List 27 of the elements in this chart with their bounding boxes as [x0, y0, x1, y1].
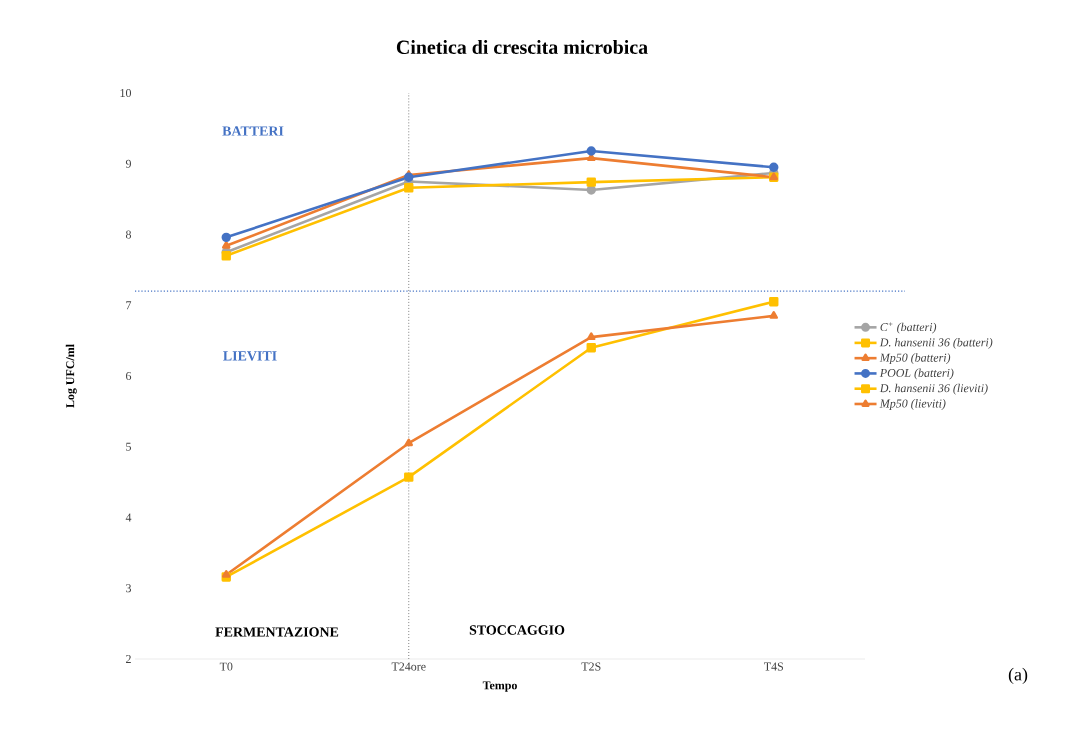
x-tick-label: T0 — [219, 662, 233, 671]
annotation: BATTERI — [222, 126, 284, 136]
y-tick-label: 4 — [125, 513, 132, 522]
annotation: FERMENTAZIONE — [215, 627, 339, 637]
y-tick-label: 8 — [125, 230, 132, 239]
y-tick-label: 5 — [126, 442, 132, 451]
legend-label: Mp50 (lieviti) — [879, 399, 946, 410]
text: (a) — [1008, 667, 1028, 685]
chart-title: Cinetica di crescita microbica — [396, 39, 648, 54]
x-tick-label: T4S — [764, 662, 783, 671]
y-tick-label: 9 — [125, 159, 131, 168]
legend-label: POOL (batteri) — [879, 368, 954, 380]
y-tick-label: 3 — [126, 584, 132, 593]
legend-label: Mp50 (batteri) — [879, 353, 951, 365]
y-tick-label: 10 — [120, 88, 132, 98]
y-tick-label: 2 — [126, 655, 131, 663]
annotation: STOCCAGGIO — [469, 625, 565, 635]
x-tick-label: T2S — [581, 662, 601, 671]
annotation: LIEVITI — [223, 351, 277, 361]
legend-label: C$^{+}$ (batteri) — [880, 322, 937, 334]
legend-label: D. hansenii 36 (batteri) — [879, 337, 993, 349]
y-axis-title: Log UFC/ml — [65, 344, 77, 408]
y-tick-label: 7 — [126, 301, 132, 310]
x-tick-label: T24ore — [391, 662, 426, 671]
x-axis-title: Tempo — [482, 681, 517, 692]
legend-label: D. hansenii 36 (lieviti) — [879, 383, 988, 395]
y-tick-label: 6 — [126, 371, 132, 381]
